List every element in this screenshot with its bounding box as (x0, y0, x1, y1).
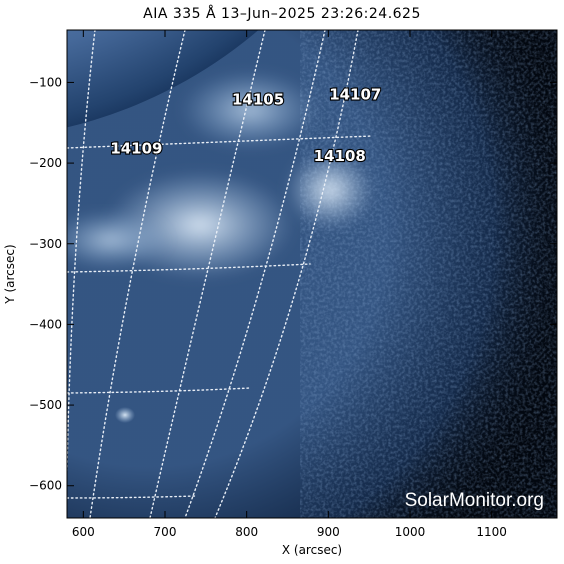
y-axis-title: Y (arcsec) (3, 244, 17, 304)
plot-border (66, 29, 558, 519)
x-tick-label: 1000 (395, 525, 426, 539)
y-tick-label: −300 (29, 237, 62, 251)
x-axis-title: X (arcsec) (282, 543, 342, 557)
y-tick-label: −600 (29, 479, 62, 493)
y-tick-label: −400 (29, 317, 62, 331)
x-tick-label: 600 (72, 525, 95, 539)
active-region-labels: 14109 14105 14107 14108 (109, 84, 382, 166)
grid-latitude-line (67, 135, 373, 149)
x-tick-label: 700 (154, 525, 177, 539)
y-axis: −100 −200 −300 −400 −500 −600 (29, 75, 557, 493)
grid-latitude-line (67, 495, 196, 499)
limb-noise (300, 30, 557, 518)
active-region-glow (180, 70, 320, 150)
active-region-label: 14105 (232, 90, 284, 108)
image-title: AIA 335 Å 13–Jun–2025 23:26:24.625 (143, 6, 421, 22)
active-region-label: 14108 (314, 147, 366, 165)
y-tick-label: −500 (29, 398, 62, 412)
grid-longitude-line (67, 30, 96, 471)
heliographic-grid (67, 30, 373, 518)
x-tick-label: 800 (235, 525, 258, 539)
grid-longitude-line (184, 30, 326, 518)
bright-point (115, 407, 135, 423)
x-tick-label: 900 (317, 525, 340, 539)
active-region-label: 14107 (329, 86, 381, 104)
y-tick-label: −100 (29, 75, 62, 89)
active-region-glow (285, 150, 375, 230)
y-tick-label: −200 (29, 156, 62, 170)
x-axis: 600 700 800 900 1000 1100 (72, 30, 507, 539)
plot-area: 14109 14105 14107 14108 SolarMonitor.org (67, 30, 557, 518)
grid-longitude-line (149, 30, 266, 518)
solar-disk (67, 30, 259, 128)
active-region-glow (67, 210, 170, 270)
grid-latitude-line (67, 263, 311, 273)
x-tick-label: 1100 (476, 525, 507, 539)
grid-longitude-line (89, 30, 186, 518)
grid-latitude-line (67, 387, 251, 394)
active-region-label: 14109 (110, 140, 162, 158)
watermark: SolarMonitor.org (405, 490, 544, 511)
grid-longitude-line (214, 30, 359, 518)
